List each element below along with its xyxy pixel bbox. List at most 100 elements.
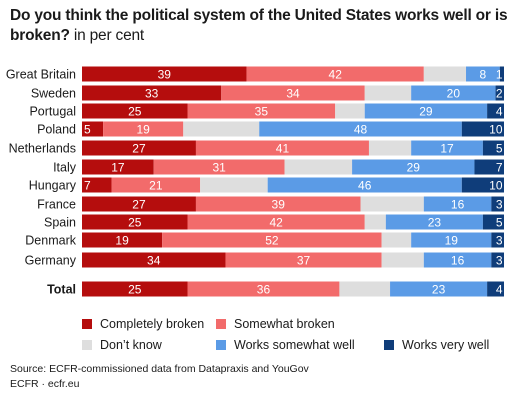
value-label-france-works-very-well: 3 bbox=[496, 198, 503, 212]
bar-portugal-completely-broken bbox=[82, 103, 188, 119]
bar-sweden-dont-know bbox=[364, 85, 412, 101]
bar-denmark-works-somewhat-well bbox=[411, 232, 492, 248]
value-label-hungary-works-somewhat-well: 46 bbox=[358, 179, 372, 193]
bar-total-works-very-well bbox=[487, 281, 504, 297]
bar-italy-dont-know bbox=[284, 159, 353, 175]
value-label-sweden-works-somewhat-well: 20 bbox=[447, 87, 461, 101]
legend-label-works-somewhat-well: Works somewhat well bbox=[234, 338, 355, 352]
value-label-denmark-completely-broken: 19 bbox=[115, 234, 129, 248]
legend-completely-broken: Completely broken bbox=[82, 317, 204, 331]
bar-hungary-dont-know bbox=[200, 177, 268, 193]
bar-denmark-dont-know bbox=[381, 232, 412, 248]
value-label-hungary-works-very-well: 10 bbox=[489, 179, 503, 193]
bar-france-works-very-well bbox=[491, 196, 504, 212]
bar-portugal-somewhat-broken bbox=[187, 103, 336, 119]
bar-italy-works-very-well bbox=[474, 159, 504, 175]
bar-poland-somewhat-broken bbox=[103, 121, 184, 137]
title-text: Do you think the political system of the… bbox=[10, 7, 508, 44]
legend-somewhat-broken: Somewhat broken bbox=[216, 317, 335, 331]
value-label-netherlands-completely-broken: 27 bbox=[132, 142, 146, 156]
value-label-total-completely-broken: 25 bbox=[128, 283, 142, 297]
value-label-great-britain-somewhat-broken: 42 bbox=[329, 68, 343, 82]
value-label-denmark-somewhat-broken: 52 bbox=[265, 234, 279, 248]
bar-total-works-somewhat-well bbox=[390, 281, 488, 297]
value-label-sweden-somewhat-broken: 34 bbox=[286, 87, 300, 101]
bar-spain-dont-know bbox=[364, 214, 386, 230]
bar-spain-somewhat-broken bbox=[187, 214, 365, 230]
bar-germany-completely-broken bbox=[82, 252, 226, 268]
bar-total-somewhat-broken bbox=[187, 281, 340, 297]
category-label-france: France bbox=[37, 198, 76, 212]
value-label-portugal-works-somewhat-well: 29 bbox=[419, 105, 433, 119]
bar-great-britain-completely-broken bbox=[82, 66, 247, 82]
source-note: Source: ECFR-commissioned data from Data… bbox=[10, 362, 309, 392]
bar-france-completely-broken bbox=[82, 196, 196, 212]
bar-sweden-works-somewhat-well bbox=[411, 85, 496, 101]
bar-spain-works-very-well bbox=[482, 214, 504, 230]
value-label-sweden-works-very-well: 2 bbox=[496, 87, 503, 101]
bar-netherlands-completely-broken bbox=[82, 140, 196, 156]
bar-spain-completely-broken bbox=[82, 214, 188, 230]
value-label-sweden-completely-broken: 33 bbox=[145, 87, 159, 101]
bar-poland-works-somewhat-well bbox=[259, 121, 462, 137]
bar-germany-works-very-well bbox=[491, 252, 504, 268]
bar-great-britain-works-somewhat-well bbox=[466, 66, 500, 82]
value-label-germany-works-very-well: 3 bbox=[496, 254, 503, 268]
bar-poland-works-very-well bbox=[461, 121, 504, 137]
value-label-spain-works-very-well: 5 bbox=[496, 216, 503, 230]
value-label-poland-completely-broken: 5 bbox=[84, 123, 91, 137]
value-label-netherlands-works-very-well: 5 bbox=[496, 142, 503, 156]
value-label-germany-works-somewhat-well: 16 bbox=[451, 254, 465, 268]
value-label-netherlands-works-somewhat-well: 17 bbox=[440, 142, 454, 156]
bar-sweden-works-very-well bbox=[495, 85, 504, 101]
value-label-spain-works-somewhat-well: 23 bbox=[428, 216, 442, 230]
credit-line: ECFR · ecfr.eu bbox=[10, 378, 80, 390]
value-label-spain-somewhat-broken: 42 bbox=[269, 216, 283, 230]
bar-italy-completely-broken bbox=[82, 159, 154, 175]
legend-swatch-completely-broken bbox=[82, 319, 92, 329]
legend-swatch-works-very-well bbox=[384, 340, 394, 350]
bar-netherlands-somewhat-broken bbox=[195, 140, 369, 156]
legend-swatch-works-somewhat-well bbox=[216, 340, 226, 350]
value-label-portugal-somewhat-broken: 35 bbox=[255, 105, 269, 119]
bar-hungary-somewhat-broken bbox=[111, 177, 201, 193]
value-label-netherlands-somewhat-broken: 41 bbox=[276, 142, 290, 156]
category-label-poland: Poland bbox=[37, 123, 76, 137]
value-label-hungary-somewhat-broken: 21 bbox=[149, 179, 163, 193]
bar-hungary-completely-broken bbox=[82, 177, 112, 193]
category-label-denmark: Denmark bbox=[25, 234, 76, 248]
category-label-portugal: Portugal bbox=[29, 105, 76, 119]
value-label-france-works-somewhat-well: 16 bbox=[451, 198, 465, 212]
bar-portugal-dont-know bbox=[335, 103, 365, 119]
value-label-italy-works-very-well: 7 bbox=[496, 161, 503, 175]
bar-germany-dont-know bbox=[381, 252, 424, 268]
bar-netherlands-works-very-well bbox=[482, 140, 504, 156]
category-label-total: Total bbox=[47, 283, 76, 297]
category-label-spain: Spain bbox=[44, 216, 76, 230]
bar-italy-somewhat-broken bbox=[153, 159, 285, 175]
bar-germany-somewhat-broken bbox=[225, 252, 382, 268]
value-label-spain-completely-broken: 25 bbox=[128, 216, 142, 230]
bar-total-dont-know bbox=[339, 281, 391, 297]
value-label-denmark-works-very-well: 3 bbox=[496, 234, 503, 248]
value-label-total-works-very-well: 4 bbox=[496, 283, 503, 297]
bar-portugal-works-somewhat-well bbox=[364, 103, 488, 119]
bar-france-somewhat-broken bbox=[195, 196, 361, 212]
bar-italy-works-somewhat-well bbox=[352, 159, 475, 175]
value-label-poland-somewhat-broken: 19 bbox=[137, 123, 151, 137]
value-label-germany-completely-broken: 34 bbox=[147, 254, 161, 268]
bar-germany-works-somewhat-well bbox=[423, 252, 492, 268]
bar-great-britain-dont-know bbox=[423, 66, 467, 82]
bar-great-britain-somewhat-broken bbox=[246, 66, 424, 82]
bar-great-britain-works-very-well bbox=[499, 66, 504, 82]
legend-swatch-dont-know bbox=[82, 340, 92, 350]
legend-works-very-well: Works very well bbox=[384, 338, 489, 352]
category-label-italy: Italy bbox=[53, 161, 77, 175]
legend-swatch-somewhat-broken bbox=[216, 319, 226, 329]
bar-france-works-somewhat-well bbox=[423, 196, 492, 212]
value-label-great-britain-completely-broken: 39 bbox=[158, 68, 172, 82]
legend-label-somewhat-broken: Somewhat broken bbox=[234, 317, 335, 331]
bar-netherlands-works-somewhat-well bbox=[411, 140, 483, 156]
value-label-italy-works-somewhat-well: 29 bbox=[407, 161, 421, 175]
